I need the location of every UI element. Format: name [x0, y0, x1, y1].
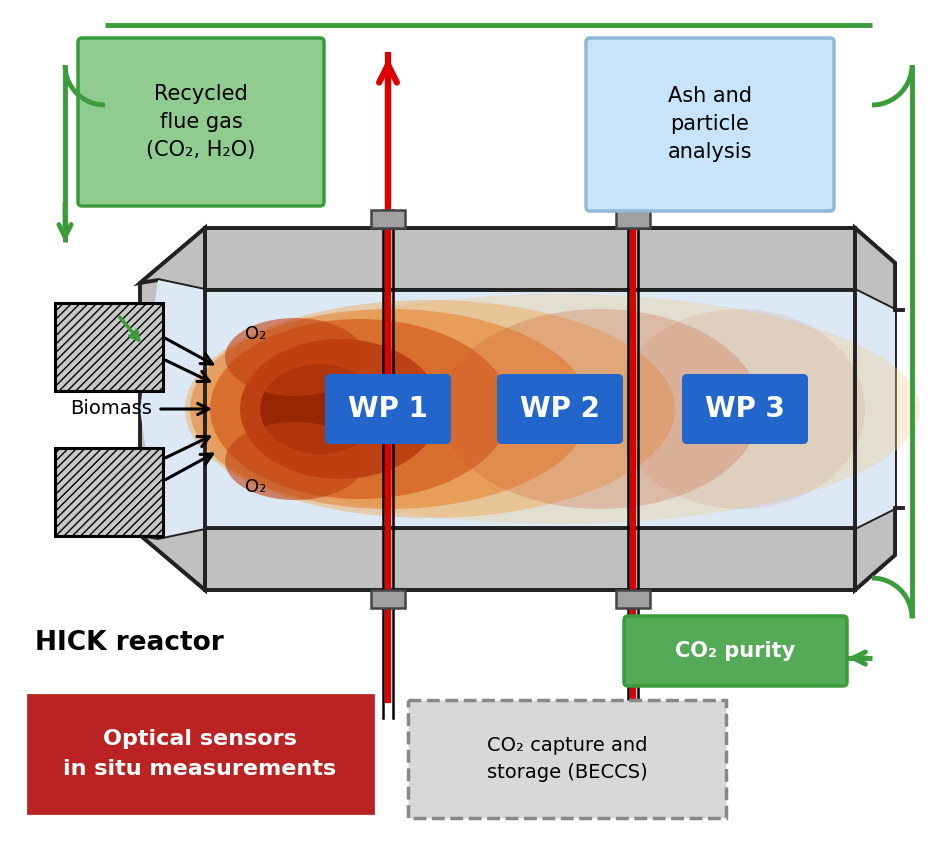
Text: CO₂ purity: CO₂ purity [675, 641, 795, 661]
Bar [55, 303, 163, 391]
Text: O₂: O₂ [245, 325, 266, 343]
Bar [205, 228, 855, 590]
Text: Optical sensors
in situ measurements: Optical sensors in situ measurements [64, 729, 337, 779]
Bar [205, 228, 855, 290]
FancyBboxPatch shape [325, 374, 451, 444]
Text: Recycled
flue gas
(CO₂, H₂O): Recycled flue gas (CO₂, H₂O) [146, 84, 255, 160]
FancyBboxPatch shape [497, 374, 623, 444]
Text: WP 1: WP 1 [348, 395, 428, 423]
Bar [371, 590, 405, 608]
Bar [55, 448, 163, 536]
Bar [205, 528, 855, 590]
Polygon shape [855, 228, 895, 590]
Text: WP 3: WP 3 [705, 395, 785, 423]
FancyBboxPatch shape [624, 616, 847, 686]
Text: Biomass: Biomass [70, 399, 152, 418]
Bar [616, 590, 650, 608]
Ellipse shape [200, 294, 920, 524]
FancyBboxPatch shape [586, 38, 834, 211]
Text: WP 2: WP 2 [520, 395, 600, 423]
FancyBboxPatch shape [682, 374, 808, 444]
Polygon shape [140, 280, 205, 538]
Bar [408, 700, 726, 818]
Ellipse shape [225, 318, 365, 396]
Polygon shape [855, 228, 895, 310]
Polygon shape [855, 508, 895, 590]
Text: Ash and
particle
analysis: Ash and particle analysis [668, 86, 753, 162]
Bar [205, 290, 855, 528]
Ellipse shape [440, 309, 760, 509]
Ellipse shape [190, 309, 590, 509]
FancyBboxPatch shape [78, 38, 324, 206]
Ellipse shape [185, 300, 675, 518]
Ellipse shape [260, 364, 380, 454]
Text: O₂: O₂ [245, 478, 266, 496]
Ellipse shape [210, 319, 510, 499]
Polygon shape [140, 228, 205, 290]
Ellipse shape [240, 339, 440, 479]
Bar [616, 210, 650, 228]
Text: HICK reactor: HICK reactor [35, 630, 223, 656]
Polygon shape [140, 528, 205, 590]
Polygon shape [855, 290, 895, 528]
Bar [371, 210, 405, 228]
Ellipse shape [615, 309, 865, 509]
Polygon shape [140, 228, 205, 590]
Ellipse shape [225, 422, 365, 500]
Bar [28, 695, 373, 813]
Text: CO₂ capture and
storage (BECCS): CO₂ capture and storage (BECCS) [486, 736, 647, 782]
